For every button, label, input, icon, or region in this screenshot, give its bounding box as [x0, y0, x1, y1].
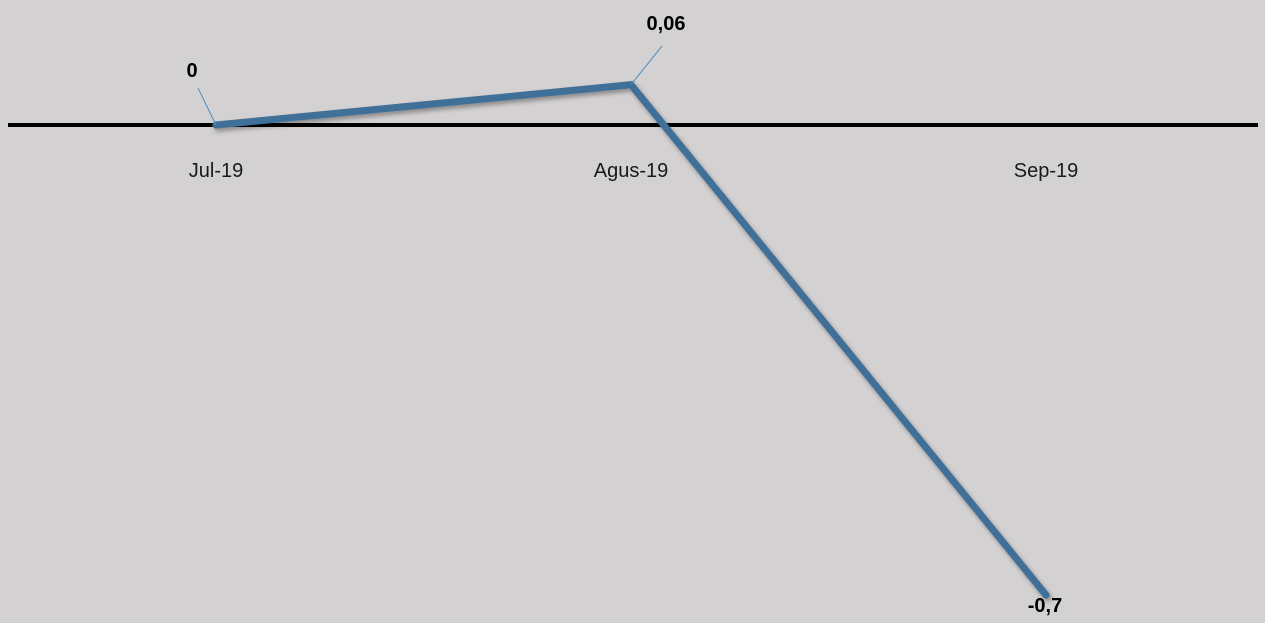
x-tick-label: Sep-19	[1014, 160, 1079, 182]
data-label-leader-line	[630, 45, 663, 86]
x-tick-label: Jul-19	[189, 160, 243, 182]
data-label-leader-line	[197, 87, 217, 126]
data-label: 0	[186, 60, 197, 82]
data-label: -0,7	[1028, 595, 1062, 617]
data-point	[1042, 591, 1050, 599]
data-label: 0,06	[647, 13, 686, 35]
x-tick-label: Agus-19	[594, 160, 669, 182]
